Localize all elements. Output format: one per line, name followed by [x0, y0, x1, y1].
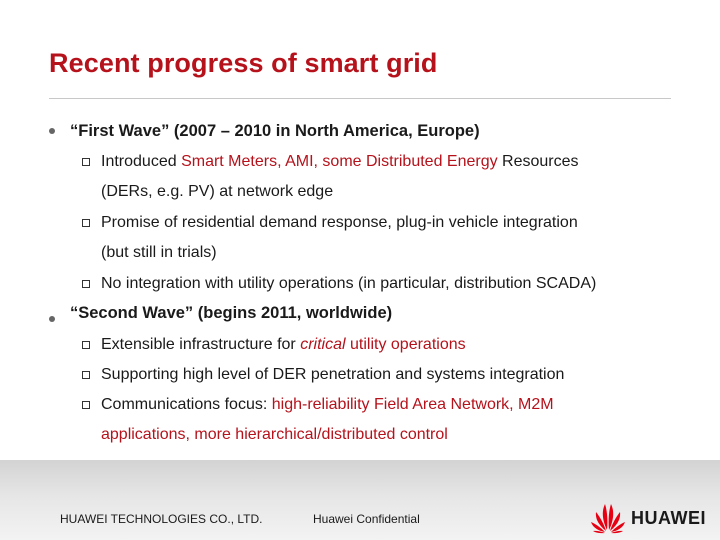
bullet-dot-icon — [49, 128, 55, 134]
item-text: Introduced — [101, 153, 182, 170]
first-wave-heading: “First Wave” (2007 – 2010 in North Ameri… — [70, 122, 480, 140]
title-divider — [49, 98, 671, 99]
square-bullet-icon — [82, 371, 90, 379]
slide-footer: HUAWEI TECHNOLOGIES CO., LTD. Huawei Con… — [0, 460, 720, 540]
square-bullet-icon — [82, 341, 90, 349]
item-highlight: utility operations — [345, 336, 466, 353]
huawei-wordmark: HUAWEI — [631, 508, 706, 528]
item-text: Extensible infrastructure for — [101, 336, 301, 353]
item-text: Resources — [497, 153, 579, 170]
square-bullet-icon — [82, 280, 90, 288]
item-highlight: high-reliability Field Area Network, M2M — [271, 396, 554, 413]
item-highlight: Smart Meters, AMI, some Distributed Ener… — [181, 153, 498, 170]
first-wave-item-1-line-2: (DERs, e.g. PV) at network edge — [101, 183, 334, 200]
huawei-petal-logo-icon — [591, 504, 625, 534]
second-wave-heading: “Second Wave” (begins 2011, worldwide) — [70, 304, 393, 322]
second-wave-item-2: Supporting high level of DER penetration… — [101, 366, 565, 383]
square-bullet-icon — [82, 401, 90, 409]
first-wave-item-2-line-2: (but still in trials) — [101, 244, 217, 261]
second-wave-item-1: Extensible infrastructure for critical u… — [101, 330, 466, 360]
item-text: Communications focus: — [101, 396, 272, 413]
first-wave-item-1-line-1: Introduced Smart Meters, AMI, some Distr… — [101, 147, 579, 177]
square-bullet-icon — [82, 219, 90, 227]
bullet-list: “First Wave” (2007 – 2010 in North Ameri… — [49, 122, 597, 443]
footer-confidential-label: Huawei Confidential — [313, 512, 420, 526]
first-wave-item-2-line-1: Promise of residential demand response, … — [101, 214, 578, 231]
first-wave-item-3: No integration with utility operations (… — [101, 275, 597, 292]
square-bullet-icon — [82, 158, 90, 166]
huawei-logo: HUAWEI — [590, 500, 706, 534]
slide-title: Recent progress of smart grid — [49, 48, 438, 78]
bullet-dot-icon — [49, 316, 55, 322]
second-wave-item-3-line-1: Communications focus: high-reliability F… — [101, 390, 554, 420]
footer-company-name: HUAWEI TECHNOLOGIES CO., LTD. — [60, 512, 263, 526]
item-italic-highlight: critical — [300, 336, 346, 353]
second-wave-item-3-line-2: applications, more hierarchical/distribu… — [101, 426, 448, 443]
